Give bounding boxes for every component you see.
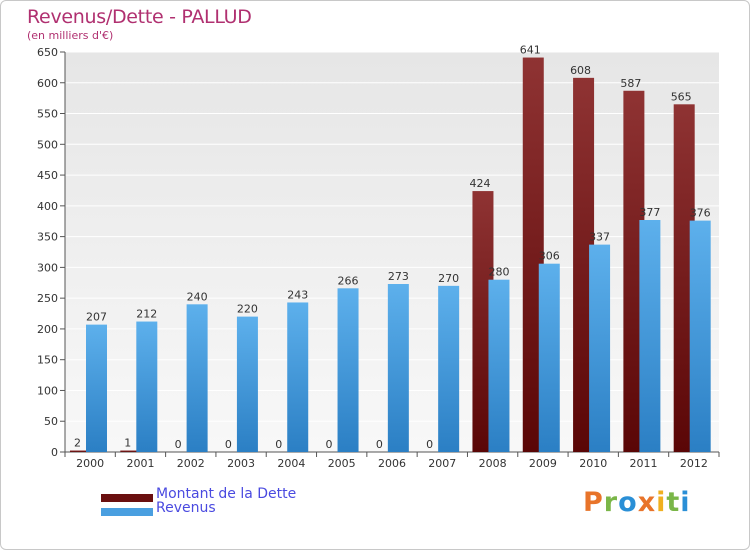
x-tick-label: 2000: [76, 457, 104, 470]
data-label-revenue-2008: 280: [488, 266, 509, 279]
data-label-revenue-2011: 377: [639, 206, 660, 219]
bar-debt-2001: [120, 450, 142, 452]
data-label-debt-2002: 0: [175, 438, 182, 451]
chart-subtitle: (en milliers d'€): [27, 29, 114, 42]
data-label-revenue-2007: 270: [438, 272, 459, 285]
y-tick-label: 0: [51, 446, 58, 459]
y-tick-label: 650: [37, 46, 58, 59]
data-label-revenue-2002: 240: [187, 290, 208, 303]
data-label-revenue-2000: 207: [86, 311, 107, 324]
x-tick-label: 2005: [328, 457, 356, 470]
legend-label-debt: Montant de la Dette: [156, 486, 297, 502]
x-tick-label: 2006: [378, 457, 406, 470]
legend-swatch-revenue: [101, 508, 153, 516]
bar-revenue-2012: [689, 220, 711, 452]
bar-revenue-2006: [387, 284, 409, 452]
y-tick-label: 200: [37, 323, 58, 336]
bar-debt-2011: [623, 90, 645, 453]
data-label-revenue-2004: 243: [287, 288, 308, 301]
data-label-revenue-2010: 337: [589, 231, 610, 244]
bar-revenue-2011: [639, 220, 661, 452]
y-tick-label: 400: [37, 200, 58, 213]
chart-title: Revenus/Dette - PALLUD: [27, 6, 252, 28]
bar-debt-2012: [673, 104, 695, 453]
x-tick-label: 2010: [579, 457, 607, 470]
bar-debt-2000: [70, 450, 91, 452]
x-tick-label: 2008: [479, 457, 507, 470]
x-tick-label: 2002: [177, 457, 205, 470]
x-tick-label: 2007: [428, 457, 456, 470]
x-tick-label: 2009: [529, 457, 557, 470]
bar-debt-2010: [573, 77, 595, 452]
bar-revenue-2001: [136, 321, 158, 452]
bar-revenue-2005: [337, 288, 359, 452]
data-label-debt-2009: 641: [520, 44, 541, 57]
bar-revenue-2007: [438, 285, 460, 452]
legend-swatch-debt: [101, 494, 153, 502]
x-tick-label: 2011: [630, 457, 658, 470]
data-label-debt-2000: 2: [74, 437, 81, 450]
x-tick-label: 2003: [227, 457, 255, 470]
data-label-revenue-2012: 376: [690, 207, 711, 220]
data-label-revenue-2006: 273: [388, 270, 409, 283]
data-label-debt-2006: 0: [376, 438, 383, 451]
data-label-debt-2003: 0: [225, 438, 232, 451]
bar-revenue-2004: [287, 302, 309, 452]
data-label-debt-2011: 587: [620, 77, 641, 90]
y-tick-label: 100: [37, 384, 58, 397]
data-label-debt-2005: 0: [326, 438, 333, 451]
y-tick-label: 150: [37, 354, 58, 367]
data-label-debt-2008: 424: [469, 177, 490, 190]
bar-revenue-2002: [186, 304, 208, 452]
bar-debt-2008: [472, 191, 494, 453]
proxiti-logo: Proxiti: [583, 487, 691, 518]
data-label-revenue-2001: 212: [136, 308, 157, 321]
y-tick-label: 450: [37, 169, 58, 182]
x-tick-label: 2004: [277, 457, 305, 470]
y-tick-label: 250: [37, 292, 58, 305]
bar-revenue-2000: [86, 324, 107, 452]
bar-revenue-2008: [488, 279, 510, 452]
data-label-revenue-2009: 306: [539, 250, 560, 263]
y-tick-label: 550: [37, 108, 58, 121]
data-label-debt-2012: 565: [671, 90, 692, 103]
y-tick-label: 300: [37, 261, 58, 274]
bar-revenue-2010: [589, 244, 611, 452]
bar-debt-2009: [522, 57, 544, 453]
data-label-debt-2007: 0: [426, 438, 433, 451]
data-label-debt-2001: 1: [124, 437, 131, 450]
bar-revenue-2003: [236, 316, 258, 452]
y-tick-label: 50: [44, 415, 58, 428]
y-tick-label: 500: [37, 138, 58, 151]
data-label-debt-2010: 608: [570, 64, 591, 77]
x-tick-label: 2012: [680, 457, 708, 470]
x-tick-label: 2001: [126, 457, 154, 470]
legend-label-revenue: Revenus: [156, 500, 216, 516]
data-label-revenue-2005: 266: [338, 274, 359, 287]
data-label-revenue-2003: 220: [237, 303, 258, 316]
data-label-debt-2004: 0: [275, 438, 282, 451]
y-tick-label: 350: [37, 231, 58, 244]
bar-revenue-2009: [538, 263, 560, 452]
y-tick-label: 600: [37, 77, 58, 90]
